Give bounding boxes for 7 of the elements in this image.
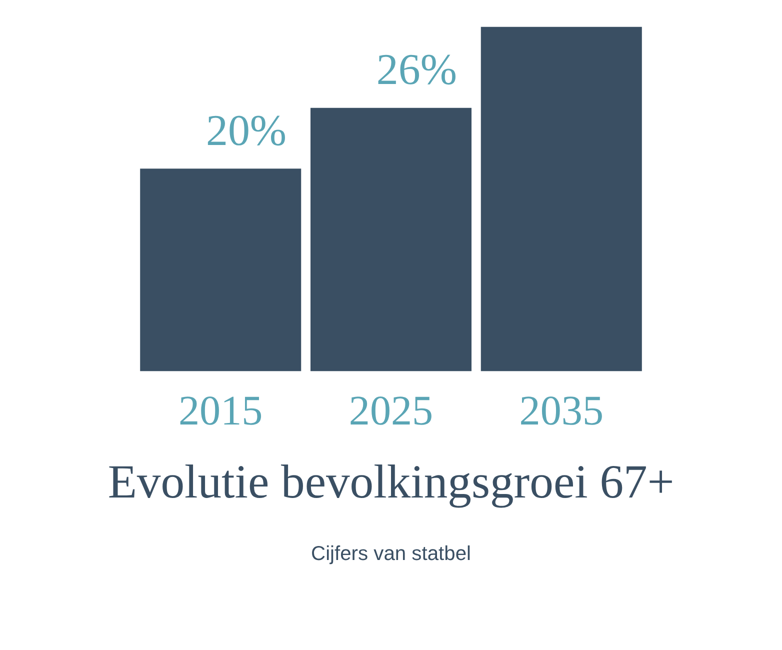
x-tick-label: 2035	[519, 388, 604, 435]
data-label: 26%	[376, 45, 457, 94]
text: Cijfers van statbel	[311, 542, 471, 565]
text: Evolutie bevolkingsgroei 67+	[108, 456, 674, 508]
x-tick-label: 2015	[178, 388, 263, 435]
data-label: 20%	[206, 106, 287, 155]
x-tick-label: 2025	[348, 388, 434, 435]
